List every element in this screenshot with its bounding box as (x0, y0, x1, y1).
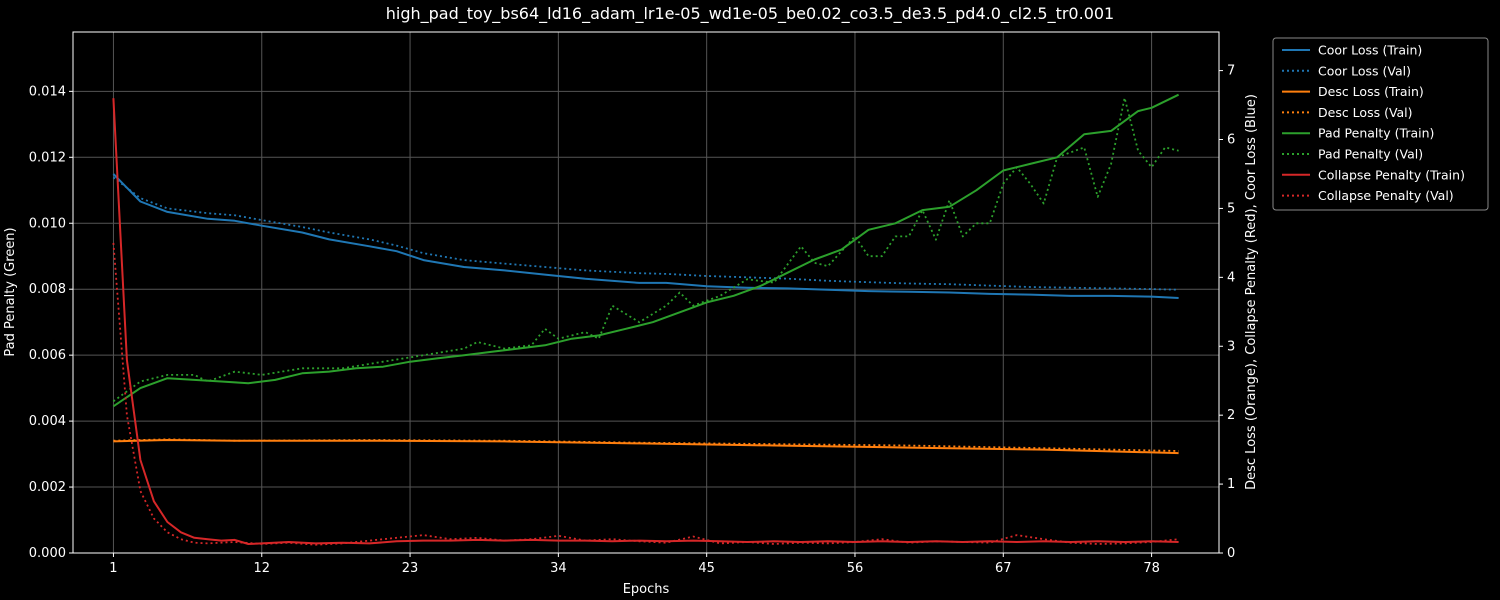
y-right-tick-label: 5 (1227, 201, 1235, 216)
legend-label: Desc Loss (Val) (1318, 105, 1413, 120)
legend: Coor Loss (Train) Coor Loss (Val) Desc Los… (1272, 37, 1489, 211)
legend-label: Pad Penalty (Train) (1318, 126, 1434, 141)
y-left-tick-label: 0.004 (29, 414, 66, 429)
x-tick-label: 12 (253, 561, 270, 576)
y-axis-left-ticks: 0.000 0.002 0.004 0.006 0.008 0.010 0.012 0.014 (29, 84, 73, 561)
y-right-tick-label: 4 (1227, 270, 1235, 285)
y-axis-right-label: Desc Loss (Orange), Collapse Penalty (Re… (1244, 94, 1259, 490)
y-left-tick-label: 0.012 (29, 150, 66, 165)
x-tick-label: 1 (109, 561, 117, 576)
series-line-collapse-penalty-train (112, 98, 1179, 545)
series-line-pad-penalty-val (112, 97, 1179, 403)
y-right-tick-label: 2 (1227, 408, 1235, 423)
plot-frame (72, 31, 1220, 554)
legend-label: Collapse Penalty (Val) (1318, 188, 1454, 203)
y-right-tick-label: 7 (1227, 64, 1235, 79)
legend-label: Desc Loss (Train) (1318, 84, 1424, 99)
legend-label: Pad Penalty (Val) (1318, 147, 1423, 162)
series-line-coor-loss-train (112, 173, 1179, 299)
x-axis-ticks: 1 12 23 34 45 56 67 78 (109, 553, 1160, 576)
x-axis-label: Epochs (623, 582, 670, 597)
x-tick-label: 23 (402, 561, 419, 576)
y-left-tick-label: 0.010 (29, 216, 66, 231)
y-left-tick-label: 0.002 (29, 480, 66, 495)
y-left-tick-label: 0.014 (29, 84, 66, 99)
x-tick-label: 67 (995, 561, 1012, 576)
y-right-tick-label: 6 (1227, 133, 1235, 148)
legend-box (1272, 37, 1489, 211)
y-axis-left-label: Pad Penalty (Green) (3, 227, 18, 356)
y-left-tick-label: 0.000 (29, 546, 66, 561)
x-tick-label: 34 (550, 561, 567, 576)
y-left-tick-label: 0.008 (29, 282, 66, 297)
x-tick-label: 45 (698, 561, 715, 576)
legend-label: Coor Loss (Train) (1318, 43, 1422, 58)
x-tick-label: 56 (847, 561, 864, 576)
y-right-tick-label: 1 (1227, 477, 1235, 492)
legend-label: Coor Loss (Val) (1318, 63, 1411, 78)
y-axis-right-ticks: 0 1 2 3 4 5 6 7 (1219, 64, 1235, 561)
series-layer (112, 93, 1180, 546)
series-line-collapse-penalty-val (112, 242, 1179, 546)
legend-label: Collapse Penalty (Train) (1318, 167, 1465, 182)
y-right-tick-label: 3 (1227, 339, 1235, 354)
y-left-tick-label: 0.006 (29, 348, 66, 363)
y-right-tick-label: 0 (1227, 546, 1235, 561)
series-line-pad-penalty-train (112, 93, 1180, 408)
chart-title: high_pad_toy_bs64_ld16_adam_lr1e-05_wd1e… (386, 4, 1114, 24)
series-line-desc-loss-train (113, 439, 1179, 455)
x-tick-label: 78 (1143, 561, 1160, 576)
